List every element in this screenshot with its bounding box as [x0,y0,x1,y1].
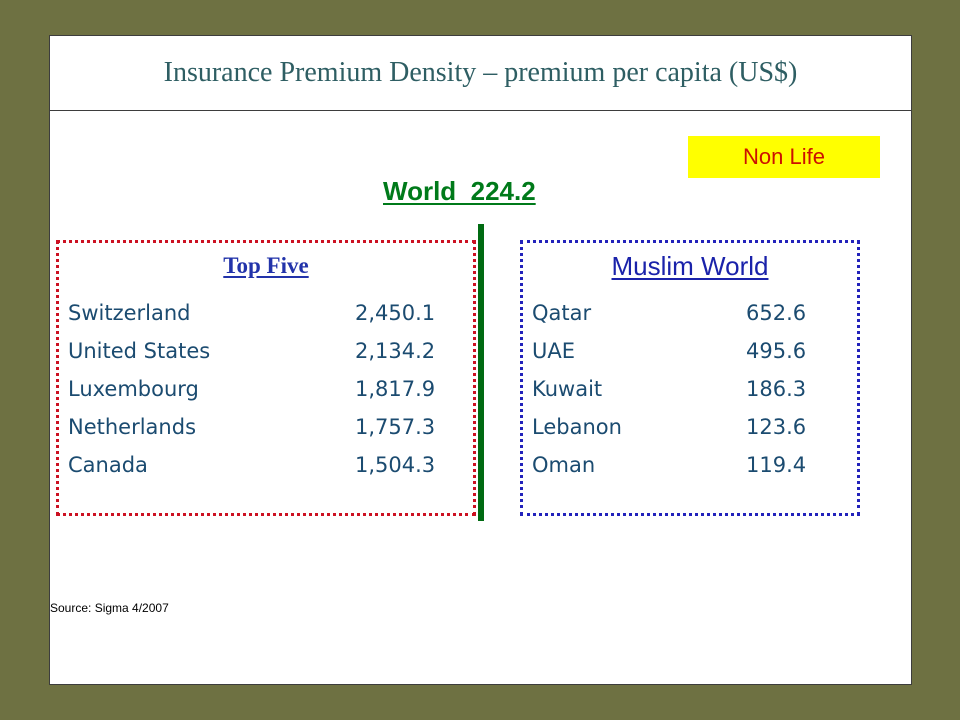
premium-value: 1,504.3 [355,453,436,477]
top-five-list: Switzerland 2,450.1 United States 2,134.… [68,294,473,484]
top-five-heading: Top Five [223,253,309,278]
table-row: Luxembourg 1,817.9 [68,370,473,408]
country-name: UAE [532,339,576,363]
table-row: Canada 1,504.3 [68,446,473,484]
table-row: United States 2,134.2 [68,332,473,370]
premium-value: 2,134.2 [355,339,436,363]
muslim-world-list: Qatar 652.6 UAE 495.6 Kuwait 186.3 Leban… [532,294,857,484]
table-row: Oman 119.4 [532,446,857,484]
country-name: Qatar [532,301,592,325]
country-name: United States [68,339,211,363]
premium-value: 186.3 [746,377,807,401]
source-note: Source: Sigma 4/2007 [50,601,169,615]
slide: Insurance Premium Density – premium per … [49,35,912,685]
top-five-box: Top Five Switzerland 2,450.1 United Stat… [56,240,476,516]
premium-value: 119.4 [746,453,807,477]
column-divider [478,224,484,521]
country-name: Switzerland [68,301,191,325]
country-name: Netherlands [68,415,197,439]
world-total: World 224.2 [383,176,536,206]
premium-value: 1,817.9 [355,377,436,401]
premium-value: 123.6 [746,415,807,439]
country-name: Canada [68,453,148,477]
premium-value: 495.6 [746,339,807,363]
premium-value: 2,450.1 [355,301,436,325]
country-name: Luxembourg [68,377,199,401]
table-row: Lebanon 123.6 [532,408,857,446]
country-name: Oman [532,453,596,477]
premium-value: 652.6 [746,301,807,325]
table-row: Qatar 652.6 [532,294,857,332]
slide-title: Insurance Premium Density – premium per … [163,57,798,88]
muslim-world-heading: Muslim World [611,251,769,281]
table-row: Switzerland 2,450.1 [68,294,473,332]
title-bar: Insurance Premium Density – premium per … [50,36,911,111]
country-name: Lebanon [532,415,622,439]
premium-value: 1,757.3 [355,415,436,439]
muslim-world-box: Muslim World Qatar 652.6 UAE 495.6 Kuwai… [520,240,860,516]
table-row: Kuwait 186.3 [532,370,857,408]
table-row: UAE 495.6 [532,332,857,370]
table-row: Netherlands 1,757.3 [68,408,473,446]
country-name: Kuwait [532,377,603,401]
non-life-badge: Non Life [688,136,880,178]
